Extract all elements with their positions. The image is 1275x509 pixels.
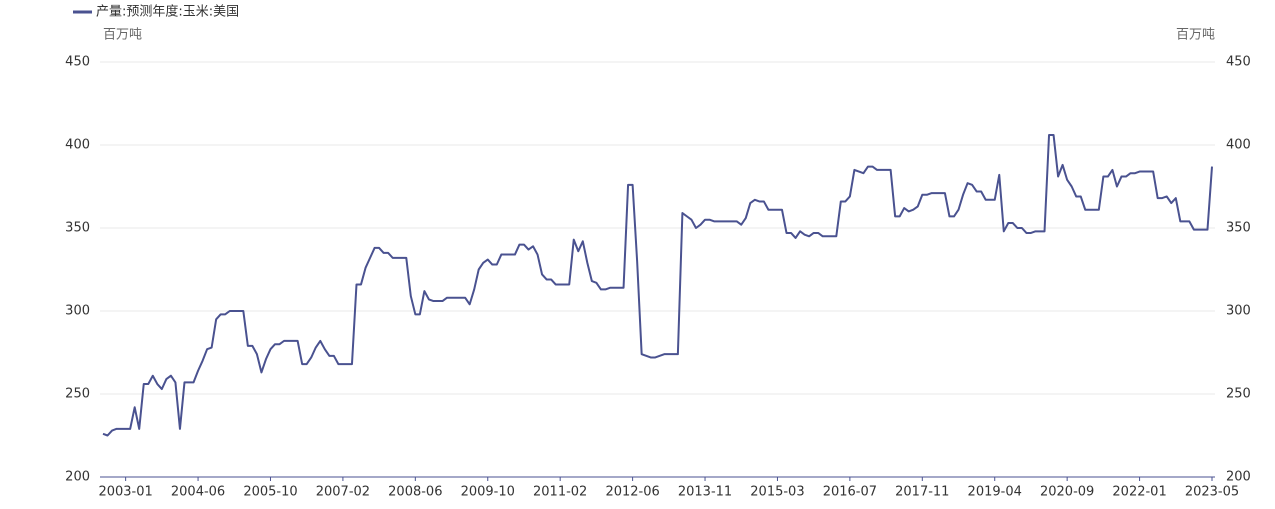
y2-tick-label: 300 — [1226, 304, 1251, 319]
y-tick-label: 200 — [65, 470, 90, 485]
y-tick-label: 400 — [65, 138, 90, 153]
x-tick-label: 2020-09 — [1040, 485, 1094, 500]
x-tick-label: 2009-10 — [461, 485, 515, 500]
x-tick-label: 2007-02 — [316, 485, 370, 500]
y-tick-label: 450 — [65, 55, 90, 70]
y-unit: 百万吨 — [103, 28, 142, 43]
x-tick-label: 2015-03 — [750, 485, 804, 500]
y2-tick-label: 450 — [1226, 55, 1251, 70]
x-tick-label: 2005-10 — [243, 485, 297, 500]
y-tick-label: 300 — [65, 304, 90, 319]
x-tick-label: 2022-01 — [1112, 485, 1166, 500]
y2-tick-label: 250 — [1226, 387, 1251, 402]
y2-tick-label: 200 — [1226, 470, 1251, 485]
x-tick-label: 2008-06 — [388, 485, 442, 500]
y2-unit: 百万吨 — [1176, 28, 1215, 43]
x-tick-label: 2003-01 — [98, 485, 152, 500]
x-tick-label: 2023-05 — [1185, 485, 1239, 500]
x-tick-label: 2017-11 — [895, 485, 949, 500]
x-tick-label: 2004-06 — [171, 485, 225, 500]
y2-tick-label: 350 — [1226, 221, 1251, 236]
legend-label: 产量:预测年度:玉米:美国 — [96, 4, 239, 20]
x-tick-label: 2019-04 — [968, 485, 1022, 500]
x-tick-label: 2013-11 — [678, 485, 732, 500]
y-tick-label: 350 — [65, 221, 90, 236]
x-tick-label: 2011-02 — [533, 485, 587, 500]
data-line — [102, 134, 1213, 437]
x-tick-label: 2012-06 — [605, 485, 659, 500]
y-tick-label: 250 — [65, 387, 90, 402]
x-tick-label: 2016-07 — [823, 485, 877, 500]
y2-tick-label: 400 — [1226, 138, 1251, 153]
